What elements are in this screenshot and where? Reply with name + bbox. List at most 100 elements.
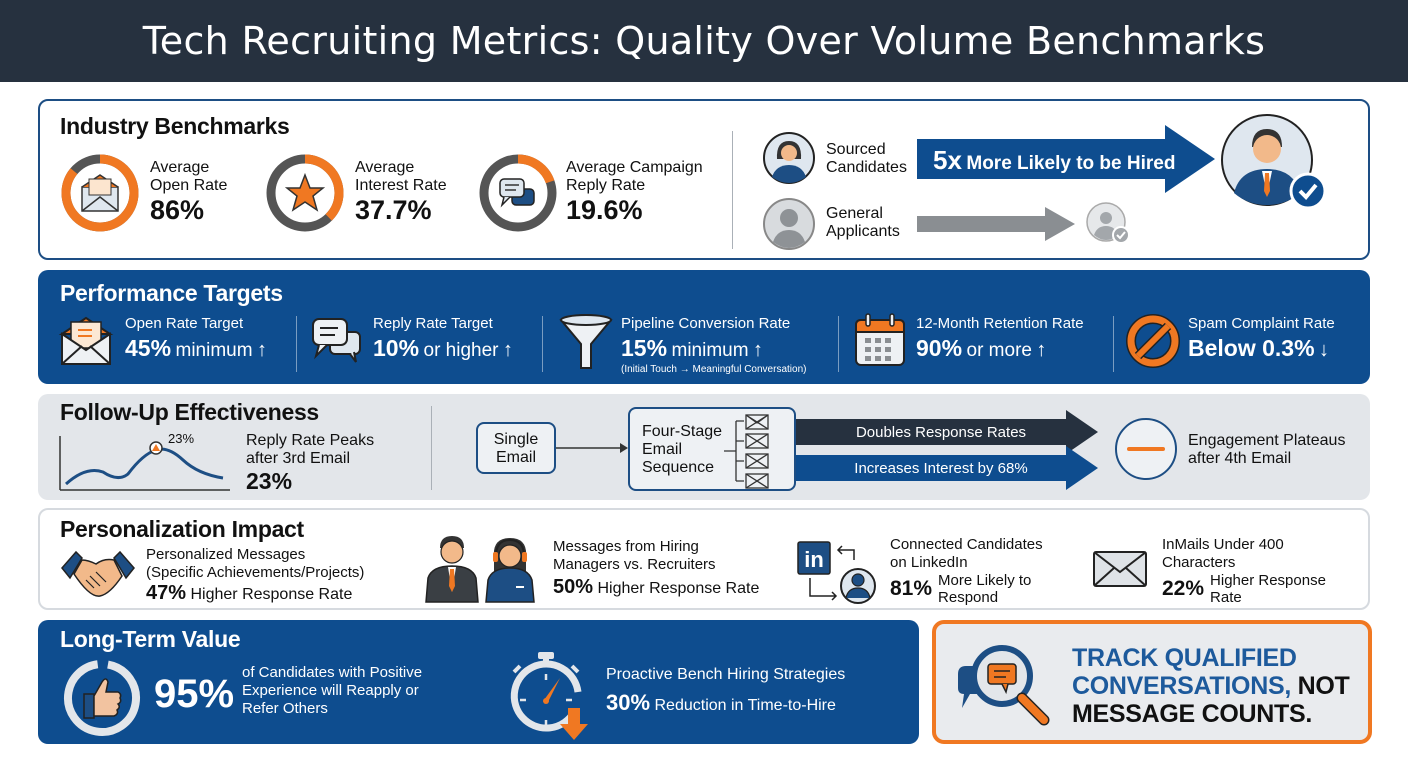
metric-interest-rate: Average Interest Rate 37.7% bbox=[265, 153, 447, 238]
section-title: Performance Targets bbox=[60, 280, 283, 306]
prohibited-icon bbox=[1126, 314, 1180, 368]
arrow-down-icon: ↓ bbox=[1319, 339, 1329, 361]
divider bbox=[542, 316, 543, 372]
envelope-icon bbox=[1093, 551, 1147, 587]
envelope-icon bbox=[81, 174, 119, 212]
donut-19-icon bbox=[479, 154, 557, 232]
plateau-text: Engagement Plateaus bbox=[1188, 432, 1346, 449]
callout-panel: TRACK QUALIFIED CONVERSATIONS, NOT MESSA… bbox=[932, 620, 1372, 744]
box-label: Email bbox=[495, 449, 536, 466]
arrow-right-icon bbox=[556, 443, 628, 453]
item-desc: Higher Response Rate bbox=[597, 580, 760, 597]
handshake-icon bbox=[61, 550, 135, 597]
section-title: Industry Benchmarks bbox=[60, 113, 290, 139]
item-label: Characters bbox=[1162, 554, 1236, 571]
star-icon bbox=[284, 172, 326, 212]
box-label: Single bbox=[493, 431, 539, 448]
calendar-icon bbox=[855, 313, 905, 366]
metric-open-rate: Average Open Rate 86% bbox=[60, 153, 227, 238]
follow-up-panel: Follow-Up Effectiveness 23% Reply Rate P… bbox=[38, 394, 1370, 500]
sourced-label: Sourced bbox=[826, 141, 886, 158]
metric-reply-rate: Average Campaign Reply Rate 19.6% bbox=[478, 153, 703, 238]
item-label: Messages from Hiring bbox=[553, 538, 699, 555]
four-envelopes-icon bbox=[724, 414, 769, 489]
item-value: 81% bbox=[890, 577, 933, 600]
plateau-minus-icon bbox=[1115, 418, 1177, 480]
target-label: Pipeline Conversion Rate bbox=[621, 315, 791, 332]
callout-line: CONVERSATIONS, bbox=[1072, 672, 1291, 700]
target-value: 90% bbox=[916, 335, 963, 361]
box-label: Email bbox=[642, 441, 683, 458]
section-title: Follow-Up Effectiveness bbox=[60, 399, 319, 425]
single-email-box: Single Email bbox=[476, 422, 556, 474]
small-avatar-check-icon bbox=[1086, 202, 1130, 244]
target-label: Spam Complaint Rate bbox=[1188, 315, 1335, 332]
hired-avatar-icon bbox=[1221, 114, 1327, 210]
arrow-interest-label: Increases Interest by 68% bbox=[854, 460, 1028, 477]
open-envelope-icon bbox=[58, 316, 114, 365]
arrow-up-icon: ↑ bbox=[502, 339, 513, 361]
item-value: 22% bbox=[1162, 577, 1205, 600]
metric-label: Reply Rate bbox=[566, 177, 646, 194]
box-label: Four-Stage bbox=[642, 423, 723, 440]
peak-value: 23% bbox=[246, 468, 293, 494]
grey-arrow-icon bbox=[917, 207, 1075, 241]
target-label: 12-Month Retention Rate bbox=[916, 315, 1084, 332]
target-reply-rate: Reply Rate Target 10% or higher ↑ bbox=[373, 315, 513, 362]
thumbs-up-ring-icon bbox=[64, 660, 140, 736]
target-suffix: or more bbox=[966, 340, 1032, 361]
item-label: Personalized Messages bbox=[146, 546, 306, 563]
bench-value: 30% bbox=[606, 690, 651, 715]
reapply-text: Experience will Reapply or bbox=[242, 682, 419, 699]
peak-text: Reply Rate Peaks bbox=[246, 432, 375, 449]
metric-label: Open Rate bbox=[150, 177, 228, 194]
target-label: Open Rate Target bbox=[125, 315, 244, 332]
target-suffix: minimum bbox=[671, 340, 749, 361]
target-note: (Initial Touch → Meaningful Conversation… bbox=[621, 364, 807, 375]
general-label: General bbox=[826, 205, 883, 222]
metric-label: Interest Rate bbox=[355, 177, 447, 194]
plateau-text: after 4th Email bbox=[1188, 450, 1292, 467]
callout-text: TRACK QUALIFIED CONVERSATIONS, NOT MESSA… bbox=[1072, 644, 1350, 728]
page-title: Tech Recruiting Metrics: Quality Over Vo… bbox=[142, 19, 1266, 63]
item-value: 50% bbox=[553, 576, 594, 598]
divider bbox=[838, 316, 839, 372]
reapply-text: of Candidates with Positive bbox=[242, 664, 423, 681]
svg-text:in: in bbox=[804, 547, 824, 572]
metric-label: Average bbox=[355, 159, 415, 176]
reapply-text: Refer Others bbox=[242, 700, 328, 717]
item-label: InMails Under 400 bbox=[1162, 536, 1284, 553]
target-retention-rate: 12-Month Retention Rate 90% or more ↑ bbox=[916, 315, 1084, 362]
item-desc: Rate bbox=[1210, 589, 1242, 606]
divider bbox=[296, 316, 297, 372]
item-label: Managers vs. Recruiters bbox=[553, 556, 716, 573]
metric-label: Average bbox=[150, 159, 210, 176]
checkmark-icon bbox=[1289, 172, 1327, 210]
metric-value: 37.7% bbox=[355, 195, 432, 225]
personalization-panel: Personalization Impact Personalized Mess… bbox=[38, 508, 1370, 610]
target-pipeline-conversion: Pipeline Conversion Rate 15% minimum ↑ (… bbox=[621, 315, 806, 375]
arrow-up-icon: ↑ bbox=[1036, 339, 1047, 361]
industry-benchmarks-panel: Industry Benchmarks Average Open Rate 86%… bbox=[38, 99, 1370, 260]
item-value: 47% bbox=[146, 582, 187, 604]
callout-line: MESSAGE COUNTS. bbox=[1072, 700, 1312, 728]
divider bbox=[1113, 316, 1114, 372]
target-open-rate: Open Rate Target 45% minimum ↑ bbox=[125, 315, 267, 362]
metric-value: 86% bbox=[150, 195, 205, 225]
callout-line: TRACK QUALIFIED bbox=[1072, 644, 1297, 672]
target-label: Reply Rate Target bbox=[373, 315, 493, 332]
peak-text: after 3rd Email bbox=[246, 450, 351, 467]
arrow-up-icon: ↑ bbox=[753, 339, 764, 361]
sourced-label: Candidates bbox=[826, 159, 907, 176]
item-desc: More Likely to bbox=[938, 572, 1032, 589]
item-label: Connected Candidates bbox=[890, 536, 1043, 553]
peak-label: 23% bbox=[168, 431, 195, 446]
donut-37-icon bbox=[266, 154, 344, 232]
double-arrow-icon bbox=[796, 410, 1098, 490]
divider bbox=[732, 131, 733, 249]
metric-value: 19.6% bbox=[566, 195, 643, 225]
general-label: Applicants bbox=[826, 223, 900, 240]
reply-rate-line-chart bbox=[59, 436, 230, 491]
manager-recruiter-icon bbox=[425, 536, 535, 603]
target-spam-rate: Spam Complaint Rate Below 0.3% ↓ bbox=[1188, 315, 1335, 362]
